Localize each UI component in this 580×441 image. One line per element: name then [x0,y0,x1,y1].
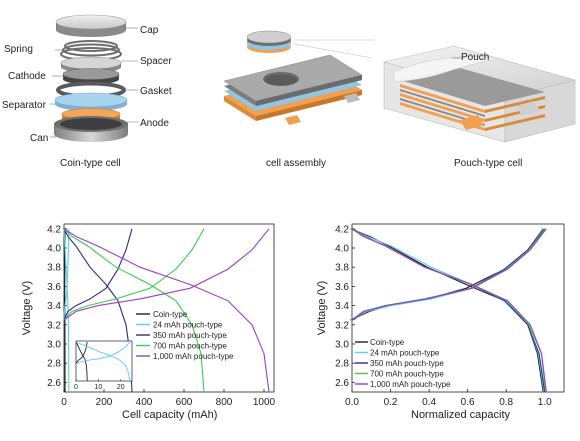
label-pouch: Pouch [461,52,489,63]
chart1-legend-label: 1,000 mAh pouch-type [153,352,234,361]
chart2-ytick-label: 2.6 [335,378,349,389]
chart1-ytick-label: 3.4 [47,301,61,312]
chart1-legend-label: 350 mAh pouch-type [153,331,227,340]
label-anode: Anode [140,118,169,129]
label-cap: Cap [140,25,159,36]
chart1-xticks: 0 200 400 600 800 1000 [61,389,276,408]
label-spacer: Spacer [140,56,172,67]
chart2-yticks: 2.6 2.8 3.0 3.2 3.4 3.6 3.8 4.0 4.2 [335,224,355,389]
pouch-layer-stack [393,56,545,131]
inset-charge-line [75,342,88,365]
chart2-legend-label: Coin-type [370,338,405,347]
chart1-ytick-label: 3.2 [47,320,61,331]
chart1-ytick-label: 3.8 [47,263,61,274]
chart2-ylabel: Voltage (V) [316,281,328,335]
chart2-ytick-label: 3.6 [335,282,349,293]
label-separator: Separator [2,100,47,111]
chart2-xlabel: Normalized capacity [411,409,511,421]
chart1-ytick-label: 4.0 [47,244,61,255]
chart2-ytick-label: 4.2 [335,224,349,235]
chart2-ytick-label: 3.4 [335,301,349,312]
chart1-legend-label: 700 mAh pouch-type [153,342,227,351]
chart2-frame [351,223,565,393]
chart2-xtick-label: 0.2 [384,397,398,408]
cell-assembly-illustration: cell assembly [223,30,375,169]
chart2-series [350,228,547,393]
chart1-xlabel: Cell capacity (mAh) [122,409,217,421]
caption-coin-cell: Coin-type cell [60,158,121,169]
chart1-xtick-label: 1000 [253,397,276,408]
chart1-ylabel: Voltage (V) [21,281,33,335]
caption-cell-assembly: cell assembly [266,158,326,169]
chart1-ytick-label: 2.8 [47,359,61,370]
chart2-ytick-label: 3.0 [335,340,349,351]
caption-pouch-cell: Pouch-type cell [454,158,522,169]
chart1-ytick-label: 2.6 [47,378,61,389]
chart1-discharge-line [63,228,270,393]
coin-cap [55,14,127,37]
chart2-legend-label: 350 mAh pouch-type [370,359,444,368]
chart1-xtick-label: 400 [136,397,153,408]
coin-separator [54,92,128,111]
chart2-discharge-line [353,228,547,393]
coin-cathode [62,68,120,85]
chart2-xtick-label: 0.8 [499,397,513,408]
chart1-charge-line [63,228,133,321]
electrode-stack [223,54,363,125]
chart1-ytick-label: 3.0 [47,340,61,351]
coin-cell-illustration: Cap Spring Spacer Cathode Gasket Separat… [2,14,172,169]
chart1-charge-line [63,228,205,321]
label-can: Can [30,133,48,144]
label-gasket: Gasket [140,86,172,97]
chart2-legend-label: 24 mAh pouch-type [370,349,440,358]
chart2-ytick-label: 2.8 [335,359,349,370]
small-electrode-disc [246,30,292,53]
chart2-legend-label: 700 mAh pouch-type [370,370,444,379]
inset-xtick-label: 20 [117,384,125,391]
inset-discharge-line [75,341,88,382]
chart1-xtick-label: 200 [96,397,113,408]
chart1-charge-line [63,228,70,321]
chart-cell-capacity: 2.62.83.03.23.43.63.84.04.2 0 200 400 600 80… [21,223,276,421]
pouch-cell-illustration: Pouch Pouch-type cell [382,45,577,169]
chart1-inset: 0 10 20 [74,340,133,391]
chart1-ytick-label: 4.2 [47,224,61,235]
inset-xtick-label: 10 [95,384,103,391]
chart2-ytick-label: 4.0 [335,244,349,255]
chart1-xtick-label: 0 [61,397,67,408]
chart2-xticks: 0.0 0.2 0.4 0.6 0.8 1.0 [345,389,552,408]
chart2-ytick-label: 3.2 [335,320,349,331]
chart2-xtick-label: 0.6 [461,397,475,408]
inset-xtick-label: 0 [74,384,78,391]
chart2-legend-label: 1,000 mAh pouch-type [370,380,451,389]
chart2-xtick-label: 0.4 [422,397,436,408]
coin-can [54,116,128,142]
chart2-xtick-label: 1.0 [538,397,552,408]
chart1-legend-label: 24 mAh pouch-type [153,321,223,330]
label-spring: Spring [4,44,33,55]
chart1-xtick-label: 600 [176,397,193,408]
chart2-ytick-label: 3.8 [335,263,349,274]
chart2-charge-line [353,228,547,321]
chart1-yticks: 2.6 2.8 3.0 3.2 3.4 3.6 3.8 4.0 4.2 [47,224,67,389]
chart-normalized-capacity: 2.6 2.8 3.0 3.2 3.4 3.6 3.8 4.0 4.2 0.0 0.2 0.4 0.6… [316,223,565,421]
chart2-xtick-label: 0.0 [345,397,359,408]
inset-discharge-line [75,341,131,382]
chart1-charge-line [63,228,270,321]
chart1-discharge-line [63,228,205,393]
label-cathode: Cathode [8,71,46,82]
chart1-xtick-label: 800 [216,397,233,408]
inset-charge-line [75,341,131,365]
chart1-discharge-line [63,228,70,393]
chart1-ytick-label: 3.6 [47,282,61,293]
chart1-legend-label: Coin-type [153,310,188,319]
